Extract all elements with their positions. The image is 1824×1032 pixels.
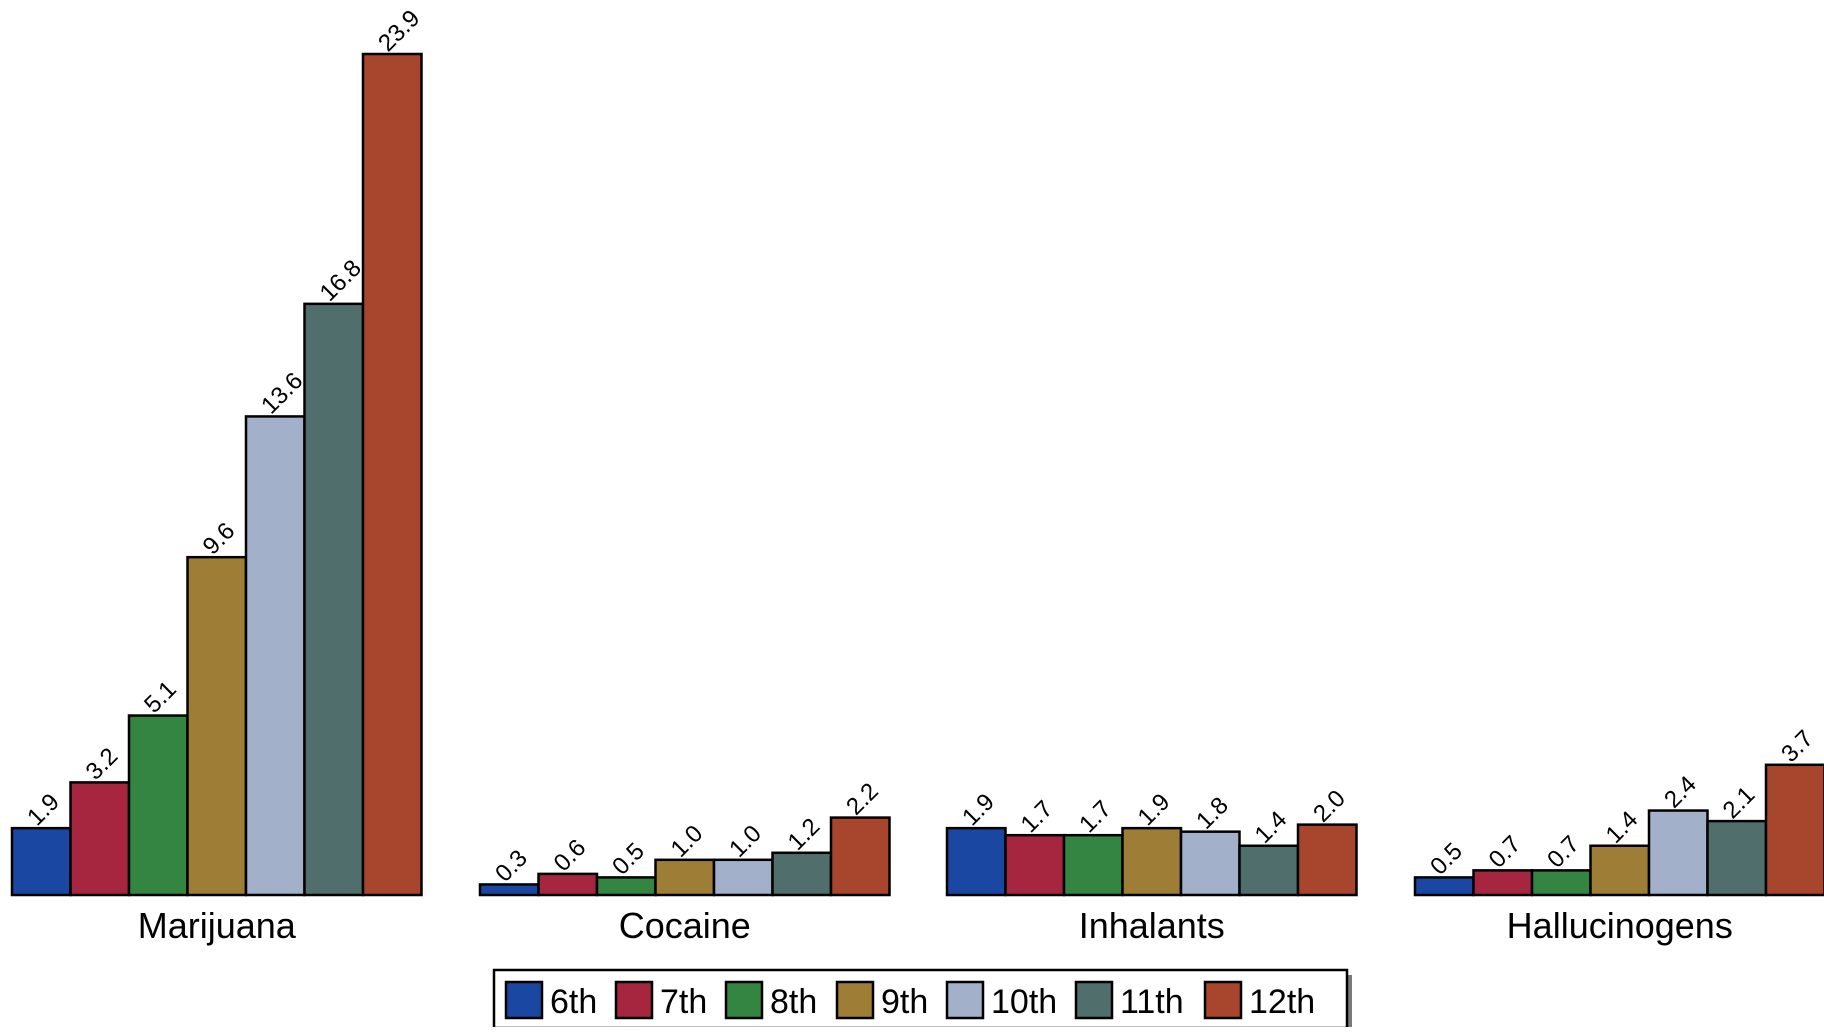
legend-label-8th: 8th bbox=[770, 983, 817, 1021]
bar-hallucinogens-12th bbox=[1764, 763, 1824, 897]
data-label-hallucinogens-6th: 0.5 bbox=[1425, 838, 1468, 881]
data-label-hallucinogens-12th: 3.7 bbox=[1776, 725, 1819, 768]
category-label-hallucinogens: Hallucinogens bbox=[1507, 905, 1733, 946]
data-label-cocaine-6th: 0.3 bbox=[490, 845, 533, 888]
data-label-hallucinogens-10th: 2.4 bbox=[1659, 771, 1702, 814]
category-labels-layer: Marijuana Cocaine Inhalants Hallucinogens bbox=[138, 905, 1733, 946]
bar-cocaine-9th bbox=[654, 858, 716, 897]
data-label-inhalants-10th: 1.8 bbox=[1191, 792, 1234, 835]
bar-cocaine-10th bbox=[712, 858, 774, 897]
bar-hallucinogens-7th bbox=[1472, 869, 1534, 897]
legend-label-11th: 11th bbox=[1120, 983, 1184, 1021]
legend-swatch-10th bbox=[945, 980, 985, 1020]
bar-inhalants-12th bbox=[1296, 823, 1358, 897]
data-label-inhalants-11th: 1.4 bbox=[1250, 806, 1293, 849]
data-label-hallucinogens-9th: 1.4 bbox=[1601, 806, 1644, 849]
bar-marijuana-8th bbox=[127, 714, 189, 897]
data-label-hallucinogens-8th: 0.7 bbox=[1542, 831, 1585, 874]
data-label-cocaine-8th: 0.5 bbox=[607, 838, 650, 881]
data-label-marijuana-7th: 3.2 bbox=[81, 743, 124, 786]
bar-cocaine-7th bbox=[537, 872, 599, 897]
category-label-cocaine: Cocaine bbox=[619, 905, 751, 946]
bar-cocaine-12th bbox=[829, 816, 891, 897]
bar-marijuana-11th bbox=[303, 302, 365, 897]
data-label-inhalants-6th: 1.9 bbox=[957, 788, 1000, 831]
legend-label-9th: 9th bbox=[881, 983, 928, 1021]
data-label-inhalants-8th: 1.7 bbox=[1074, 795, 1117, 838]
category-label-marijuana: Marijuana bbox=[138, 905, 297, 946]
bar-marijuana-9th bbox=[186, 555, 248, 897]
bar-cocaine-11th bbox=[771, 851, 833, 897]
data-label-marijuana-8th: 5.1 bbox=[139, 676, 182, 719]
data-label-cocaine-12th: 2.2 bbox=[841, 778, 884, 821]
data-label-inhalants-9th: 1.9 bbox=[1133, 788, 1176, 831]
legend-label-12th: 12th bbox=[1249, 983, 1315, 1021]
bar-hallucinogens-8th bbox=[1530, 869, 1592, 897]
data-label-inhalants-7th: 1.7 bbox=[1016, 795, 1059, 838]
data-label-hallucinogens-11th: 2.1 bbox=[1718, 781, 1761, 824]
legend-label-10th: 10th bbox=[991, 983, 1057, 1021]
bar-hallucinogens-10th bbox=[1647, 809, 1709, 897]
bar-hallucinogens-11th bbox=[1706, 819, 1768, 897]
legend-swatch-8th bbox=[724, 980, 764, 1020]
data-label-marijuana-6th: 1.9 bbox=[22, 788, 65, 831]
data-label-cocaine-7th: 0.6 bbox=[549, 834, 592, 877]
bar-inhalants-11th bbox=[1238, 844, 1300, 897]
legend-swatch-7th bbox=[614, 980, 654, 1020]
data-label-marijuana-10th: 13.6 bbox=[256, 367, 308, 419]
legend-swatch-11th bbox=[1074, 980, 1114, 1020]
bar-inhalants-7th bbox=[1004, 833, 1066, 897]
data-label-hallucinogens-7th: 0.7 bbox=[1484, 831, 1527, 874]
data-label-cocaine-11th: 1.2 bbox=[783, 813, 826, 856]
legend-swatch-12th bbox=[1203, 980, 1243, 1020]
legend: 6th 7th 8th 9th 10th 11th 12th bbox=[492, 968, 1352, 1032]
legend-label-7th: 7th bbox=[660, 983, 707, 1021]
category-label-inhalants: Inhalants bbox=[1079, 905, 1225, 946]
bar-marijuana-10th bbox=[244, 415, 306, 897]
data-label-cocaine-10th: 1.0 bbox=[724, 820, 767, 863]
bar-marijuana-6th bbox=[10, 826, 72, 897]
bar-inhalants-10th bbox=[1179, 830, 1241, 897]
data-label-inhalants-12th: 2.0 bbox=[1308, 785, 1351, 828]
bars-layer bbox=[10, 52, 1824, 897]
bar-marijuana-7th bbox=[69, 781, 131, 897]
data-label-marijuana-11th: 16.8 bbox=[315, 255, 367, 307]
bar-inhalants-8th bbox=[1062, 833, 1124, 897]
bar-inhalants-6th bbox=[945, 826, 1007, 897]
bar-inhalants-9th bbox=[1121, 826, 1183, 897]
legend-label-6th: 6th bbox=[550, 983, 597, 1021]
legend-swatch-9th bbox=[835, 980, 875, 1020]
bar-marijuana-12th bbox=[361, 52, 423, 897]
bar-hallucinogens-9th bbox=[1589, 844, 1651, 897]
legend-swatch-6th bbox=[504, 980, 544, 1020]
data-label-cocaine-9th: 1.0 bbox=[666, 820, 709, 863]
data-label-marijuana-9th: 9.6 bbox=[198, 517, 241, 560]
data-label-marijuana-12th: 23.9 bbox=[373, 5, 425, 57]
